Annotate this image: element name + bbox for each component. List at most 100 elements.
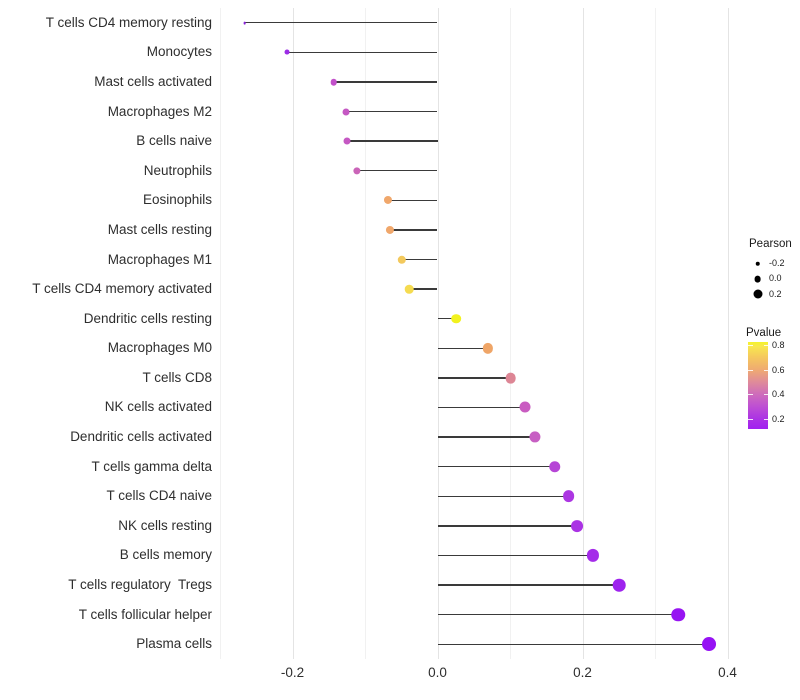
y-axis-label: B cells memory: [119, 547, 212, 563]
y-axis-label: Mast cells resting: [107, 221, 212, 237]
y-axis-label: T cells CD8: [142, 369, 212, 385]
size-legend-label: 0.0: [769, 273, 782, 284]
colorbar-tick: [763, 418, 768, 420]
lollipop-dot: [342, 108, 350, 116]
y-axis-label: Macrophages M2: [107, 103, 212, 119]
gridline-minor: [655, 8, 656, 659]
colorbar-tick-label: 0.6: [772, 364, 785, 375]
lollipop-stem: [244, 22, 438, 24]
lollipop-dot: [243, 21, 246, 25]
colorbar-tick: [763, 369, 768, 371]
gridline-major: [292, 8, 294, 659]
lollipop-stem: [437, 554, 593, 557]
colorbar-tick: [763, 345, 768, 346]
lollipop-stem: [346, 110, 438, 113]
lollipop-stem: [437, 584, 620, 586]
y-axis-label: T cells regulatory Tregs: [68, 577, 212, 593]
y-axis-label: Neutrophils: [143, 162, 212, 178]
size-legend-label: -0.2: [769, 258, 785, 269]
y-axis-label: T cells gamma delta: [91, 458, 212, 474]
y-axis-label: Mast cells activated: [94, 73, 212, 89]
lollipop-stem: [333, 81, 438, 83]
colorbar-tick: [748, 369, 753, 371]
lollipop-stem: [437, 377, 511, 379]
lollipop-stem: [388, 199, 438, 202]
lollipop-stem: [437, 613, 679, 616]
gridline-minor: [365, 8, 366, 659]
lollipop-dot: [343, 137, 351, 145]
lollipop-dot: [505, 372, 517, 384]
colorbar-tick-label: 0.4: [772, 389, 785, 399]
gridline-major: [727, 8, 729, 659]
colorbar-tick: [748, 345, 753, 346]
colorbar-tick: [763, 394, 768, 395]
x-axis-tick-label: 0.2: [573, 665, 592, 680]
lollipop-dot: [284, 49, 290, 55]
lollipop-stem: [437, 465, 555, 468]
lollipop-stem: [437, 436, 535, 438]
lollipop-dot: [549, 460, 561, 473]
x-axis-tick-label: 0.0: [428, 665, 447, 680]
lollipop-dot: [384, 196, 393, 205]
lollipop-stem: [437, 406, 526, 409]
lollipop-stem: [437, 525, 577, 527]
lollipop-stem: [389, 229, 438, 231]
lollipop-dot: [586, 549, 599, 562]
lollipop-dot: [671, 607, 685, 622]
gridline-major: [437, 8, 439, 659]
lollipop-stem: [437, 318, 457, 320]
color-legend-title: Pvalue: [746, 327, 782, 339]
y-axis-label: Macrophages M0: [107, 340, 212, 356]
y-axis-label: T cells CD4 memory resting: [45, 14, 212, 30]
y-axis-label: NK cells activated: [104, 399, 212, 415]
colorbar-tick-label: 0.2: [772, 413, 785, 424]
y-axis-label: Dendritic cells activated: [70, 429, 212, 445]
y-axis-label: T cells CD4 memory activated: [32, 281, 212, 297]
size-legend-dot: [753, 289, 762, 299]
size-legend-title: Pearson: [749, 238, 792, 250]
colorbar-tick-label: 0.8: [772, 340, 785, 350]
lollipop-stem: [357, 170, 438, 172]
lollipop-dot: [570, 519, 583, 532]
lollipop-dot: [613, 578, 626, 592]
lollipop-stem: [346, 140, 438, 142]
gridline-minor: [220, 8, 221, 659]
lollipop-dot: [519, 401, 531, 413]
lollipop-dot: [702, 637, 717, 652]
lollipop-stem: [437, 643, 710, 645]
y-axis-label: T cells follicular helper: [78, 606, 212, 622]
lollipop-dot: [529, 431, 541, 443]
y-axis-label: Monocytes: [146, 44, 212, 60]
y-axis-label: B cells naive: [136, 133, 212, 149]
lollipop-dot: [385, 225, 394, 234]
gridline-major: [582, 8, 584, 659]
y-axis-label: NK cells resting: [118, 517, 212, 533]
x-axis-tick-label: 0.4: [718, 665, 737, 680]
lollipop-stem: [409, 288, 438, 290]
size-legend-label: 0.2: [769, 288, 782, 299]
lollipop-dot: [397, 255, 407, 264]
pvalue-colorbar: [748, 341, 768, 429]
y-axis-label: Macrophages M1: [107, 251, 212, 267]
lollipop-stem: [437, 495, 569, 497]
y-axis-label: T cells CD4 naive: [106, 488, 212, 504]
colorbar-tick: [748, 418, 753, 420]
y-axis-label: Dendritic cells resting: [83, 310, 212, 326]
lollipop-dot: [404, 284, 414, 294]
size-legend-dot: [754, 275, 761, 283]
lollipop-stem: [437, 347, 488, 349]
x-axis-tick-label: -0.2: [280, 665, 305, 680]
lollipop-stem: [401, 258, 438, 261]
colorbar-tick: [748, 394, 753, 395]
lollipop-dot: [482, 343, 493, 354]
lollipop-dot: [353, 167, 361, 175]
lollipop-dot: [330, 78, 338, 86]
lollipop-stem: [286, 51, 438, 54]
size-legend-dot: [755, 261, 760, 266]
lollipop-dot: [562, 490, 575, 503]
gridline-minor: [510, 8, 511, 659]
y-axis-label: Plasma cells: [136, 636, 212, 652]
y-axis-label: Eosinophils: [142, 192, 212, 208]
lollipop-dot: [451, 313, 462, 324]
